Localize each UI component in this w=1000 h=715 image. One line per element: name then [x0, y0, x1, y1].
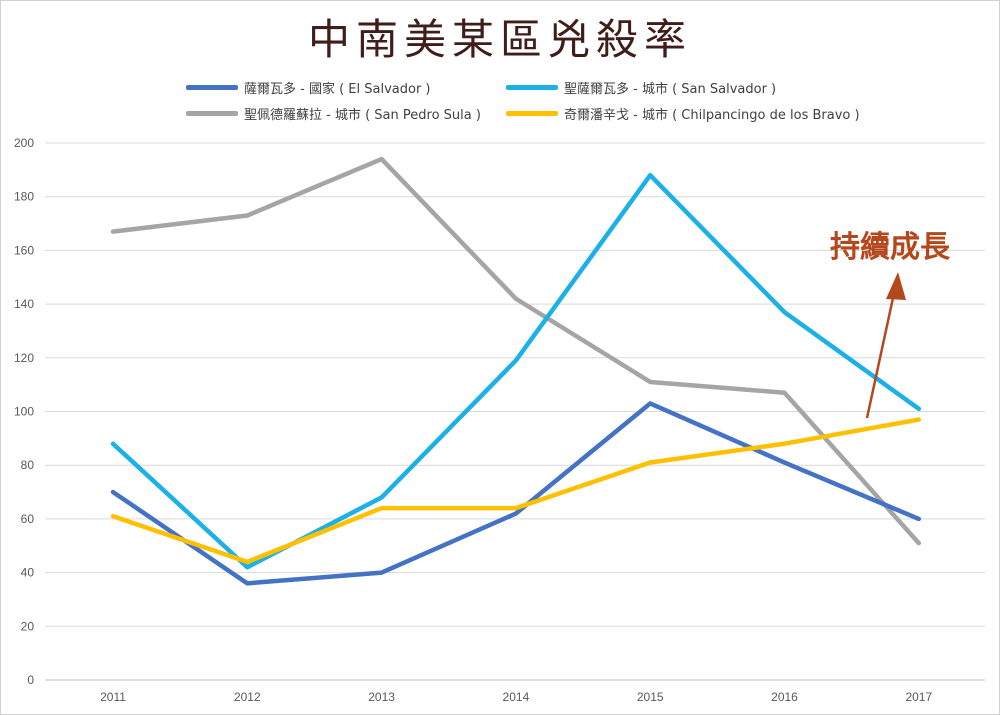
y-tick-label-180: 180 [14, 190, 34, 204]
legend-item-san-pedro-sula: 聖佩德羅蘇拉 - 城市 ( San Pedro Sula ) [186, 103, 481, 123]
y-tick-label-20: 20 [21, 619, 35, 633]
annotation-text: 持續成長 [830, 230, 950, 265]
legend-swatch-san-pedro-sula [186, 110, 238, 116]
x-tick-label-2011: 2011 [100, 690, 126, 704]
y-tick-label-60: 60 [21, 512, 35, 526]
x-tick-label-2013: 2013 [368, 690, 395, 704]
x-tick-label-2012: 2012 [234, 690, 261, 704]
series-line-san-pedro-sula [110, 156, 922, 546]
y-tick-label-80: 80 [21, 458, 35, 472]
legend-item-san-salvador: 聖薩爾瓦多 - 城市 ( San Salvador ) [506, 77, 776, 97]
legend-label-el-salvador: 薩爾瓦多 - 國家 ( El Salvador ) [244, 81, 431, 97]
legend-swatch-el-salvador [186, 84, 238, 90]
annotation-arrow-head [886, 272, 906, 300]
x-tick-label-2014: 2014 [503, 690, 530, 704]
legend-swatch-chilpancingo [506, 110, 558, 116]
legend-item-el-salvador: 薩爾瓦多 - 國家 ( El Salvador ) [186, 77, 431, 97]
annotation-arrow-shaft [865, 297, 895, 419]
y-tick-label-40: 40 [21, 566, 35, 580]
x-tick-label-2015: 2015 [637, 690, 664, 704]
legend-label-san-salvador: 聖薩爾瓦多 - 城市 ( San Salvador ) [564, 81, 777, 97]
series-line-chilpancingo [110, 417, 922, 565]
x-tick-label-2016: 2016 [771, 690, 798, 704]
legend-label-san-pedro-sula: 聖佩德羅蘇拉 - 城市 ( San Pedro Sula ) [244, 107, 481, 123]
y-tick-label-200: 200 [14, 136, 34, 150]
y-tick-label-140: 140 [14, 297, 34, 311]
x-tick-label-2017: 2017 [905, 690, 932, 704]
chart-title: 中南美某區兇殺率 [307, 15, 692, 64]
y-tick-label-120: 120 [14, 351, 34, 365]
y-tick-label-100: 100 [14, 405, 34, 419]
y-tick-label-160: 160 [14, 243, 34, 257]
legend-item-chilpancingo: 奇爾潘辛戈 - 城市 ( Chilpancingo de los Bravo ) [506, 103, 860, 123]
legend-label-chilpancingo: 奇爾潘辛戈 - 城市 ( Chilpancingo de los Bravo ) [564, 107, 860, 123]
y-tick-label-0: 0 [27, 673, 34, 687]
legend-swatch-san-salvador [506, 84, 558, 90]
